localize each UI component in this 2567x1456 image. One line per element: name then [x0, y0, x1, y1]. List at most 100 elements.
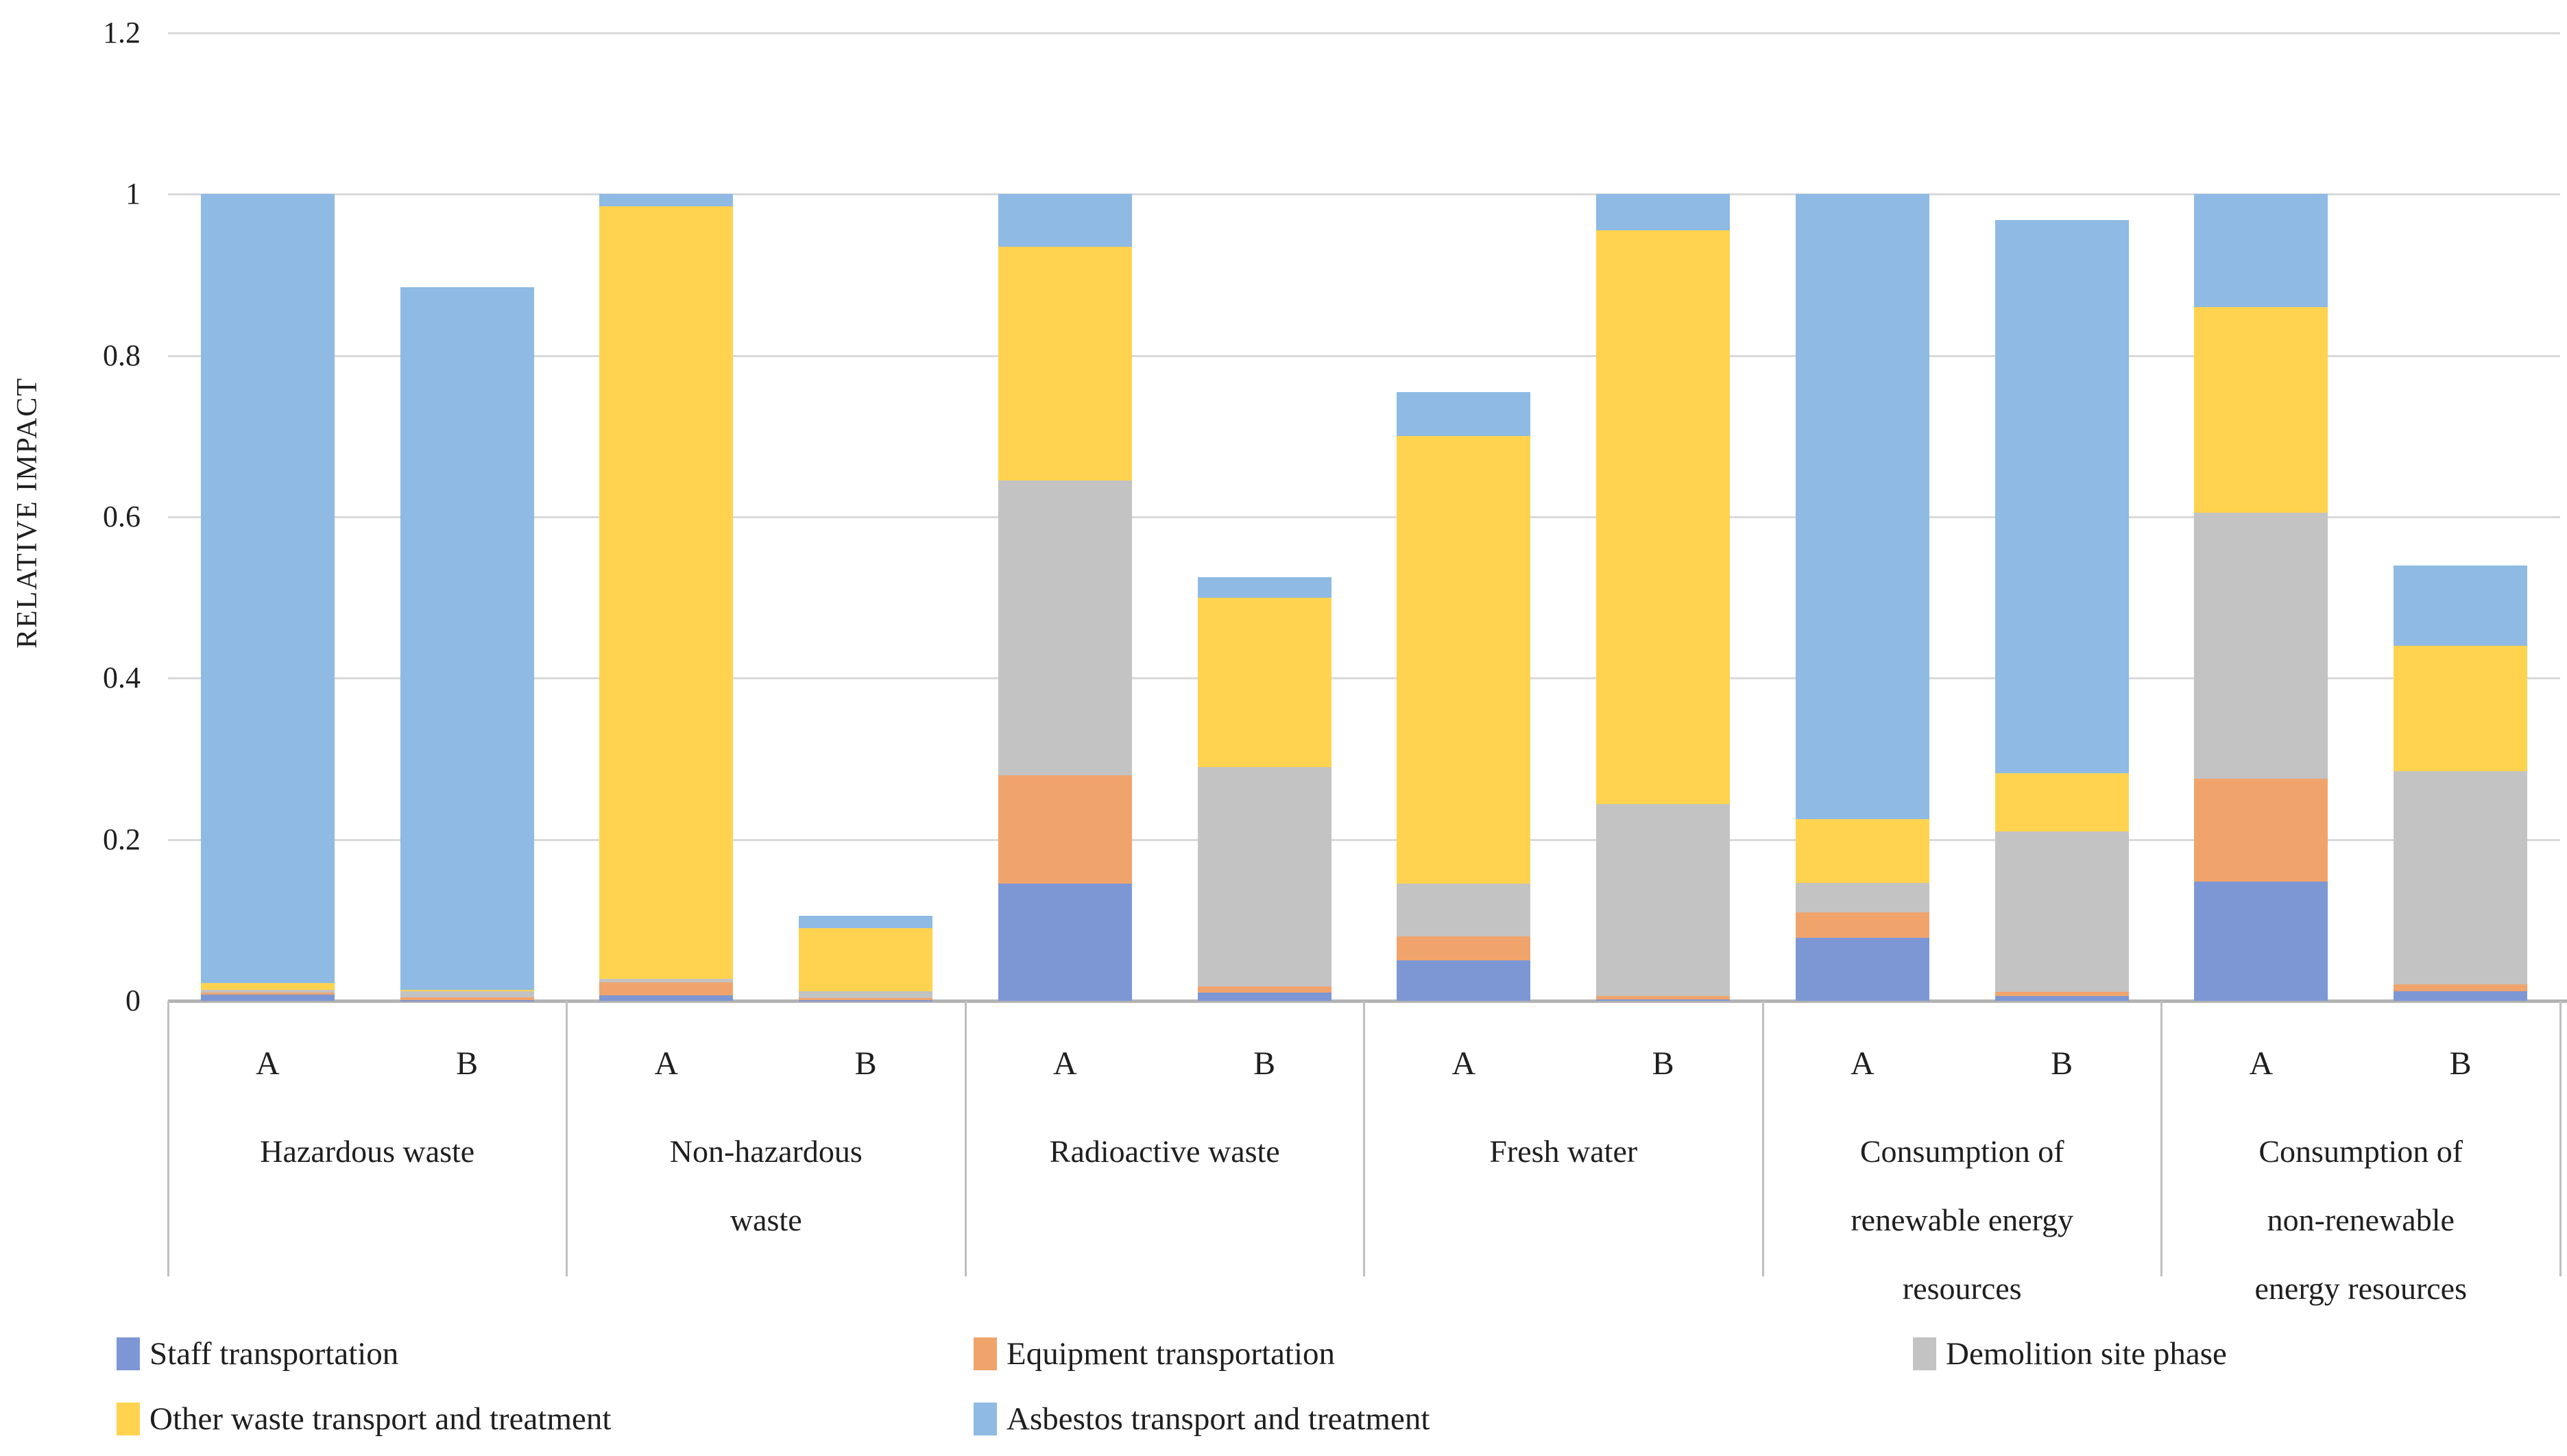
y-tick-label: 0.8 [103, 338, 141, 372]
bar-segment-equipment [1197, 986, 1331, 993]
bar-label-B: B [2449, 1045, 2472, 1082]
category-label: Radioactive waste [971, 1117, 1359, 1186]
bar-label-A: A [256, 1045, 280, 1082]
bar-label-A: A [654, 1045, 679, 1082]
legend-label: Equipment transportation [1007, 1336, 1336, 1372]
bar-segment-staff [2194, 881, 2328, 1001]
bar-segment-demolition [1596, 803, 1731, 996]
category-label: Fresh water [1370, 1117, 1758, 1186]
category-separator [1363, 1001, 1365, 1276]
category-separator [167, 1001, 169, 1276]
bar-segment-other [1795, 819, 1929, 884]
category-label: Hazardous waste [173, 1117, 562, 1186]
category-label-line: resources [1902, 1271, 2022, 1306]
category-label: Consumption of renewable energy resources [1768, 1117, 2156, 1323]
gridline [168, 677, 2560, 680]
category-label-line: non-renewable [2267, 1202, 2455, 1237]
y-tick-label: 1.2 [103, 15, 141, 49]
bar-segment-staff [1994, 995, 2129, 1001]
legend-swatch-staff [117, 1337, 140, 1370]
bar-segment-staff [799, 999, 933, 1002]
bar-segment-equipment [200, 993, 335, 995]
bar-segment-demolition [599, 979, 734, 982]
bar-label-B: B [854, 1045, 877, 1082]
bar-label-A: A [1053, 1045, 1077, 1082]
bar-segment-equipment [799, 998, 933, 1000]
bar-segment-other [1596, 230, 1731, 804]
bar-segment-other [2194, 307, 2328, 513]
bar-segment-demolition [2194, 513, 2328, 779]
gridline [168, 515, 2560, 518]
bar-segment-demolition [998, 481, 1132, 775]
bar-segment-equipment [400, 997, 534, 1000]
y-tick-label: 0.2 [103, 822, 141, 856]
legend-label: Demolition site phase [1946, 1336, 2227, 1372]
bar-segment-equipment [599, 982, 734, 995]
bar-segment-other [799, 928, 933, 991]
category-label-line: Radioactive waste [1049, 1134, 1280, 1169]
bar-segment-demolition [400, 991, 534, 998]
y-tick-label: 0.4 [103, 661, 141, 695]
category-label-line: Hazardous waste [260, 1134, 475, 1169]
category-label-line: waste [730, 1202, 802, 1237]
bar-segment-staff [1596, 999, 1731, 1001]
legend-label: Asbestos transport and treatment [1007, 1401, 1430, 1437]
category-label-line: Consumption of [1859, 1134, 2064, 1169]
category-label-line: Fresh water [1489, 1134, 1638, 1169]
x-axis-line [168, 999, 2567, 1003]
bar-segment-equipment [1397, 936, 1531, 961]
bar-label-A: A [1851, 1045, 1875, 1082]
bar-segment-asbestos [799, 916, 933, 929]
bar-segment-staff [400, 999, 534, 1002]
bar-label-A: A [1451, 1045, 1476, 1082]
bar-segment-asbestos [1197, 577, 1331, 598]
bar-segment-demolition [1397, 884, 1531, 936]
bar-segment-asbestos [998, 194, 1132, 247]
category-label-line: energy resources [2254, 1271, 2467, 1306]
bar-segment-other [1994, 773, 2129, 832]
gridline [168, 838, 2560, 841]
bar-label-B: B [1253, 1045, 1276, 1082]
bar-segment-asbestos [1795, 194, 1929, 820]
bar-segment-demolition [1795, 883, 1929, 912]
bar-segment-other [1397, 436, 1531, 884]
bar-segment-equipment [998, 775, 1132, 884]
legend-swatch-demolition [1913, 1337, 1936, 1370]
legend-label: Staff transportation [149, 1336, 399, 1372]
bar-segment-other [200, 983, 335, 990]
bar-segment-other [1197, 597, 1331, 767]
bar-segment-asbestos [1994, 219, 2129, 774]
bar-segment-staff [1795, 938, 1929, 1001]
category-separator [1761, 1001, 1764, 1276]
bar-segment-demolition [1994, 831, 2129, 993]
bar-segment-staff [2394, 991, 2528, 1001]
legend-item-asbestos: Asbestos transport and treatment [974, 1398, 1430, 1440]
gridline [168, 354, 2560, 357]
gridline [168, 193, 2560, 196]
bar-segment-asbestos [599, 194, 734, 206]
bar-segment-equipment [1795, 912, 1929, 938]
bar-segment-other [2394, 646, 2528, 771]
bar-segment-equipment [1596, 995, 1731, 999]
legend-swatch-asbestos [974, 1403, 997, 1435]
bar-segment-staff [998, 884, 1132, 1001]
category-separator [566, 1001, 568, 1276]
y-tick-label: 0 [125, 984, 141, 1017]
bar-segment-equipment [2194, 779, 2328, 882]
bar-segment-other [599, 206, 734, 980]
legend-item-demolition: Demolition site phase [1913, 1333, 2227, 1374]
legend-item-equipment: Equipment transportation [974, 1333, 1335, 1374]
category-label-line: Consumption of [2258, 1134, 2463, 1169]
bar-segment-equipment [2394, 984, 2528, 991]
y-tick-label: 1 [125, 177, 141, 211]
gridline [168, 32, 2560, 34]
legend-swatch-equipment [974, 1337, 997, 1370]
bar-segment-staff [1197, 993, 1331, 1001]
bar-segment-demolition [799, 991, 933, 999]
category-label-line: renewable energy [1851, 1202, 2074, 1237]
bar-segment-asbestos [2394, 565, 2528, 646]
bar-label-B: B [456, 1045, 479, 1082]
legend-item-staff: Staff transportation [117, 1333, 398, 1374]
category-label: Non-hazardous waste [573, 1117, 961, 1254]
